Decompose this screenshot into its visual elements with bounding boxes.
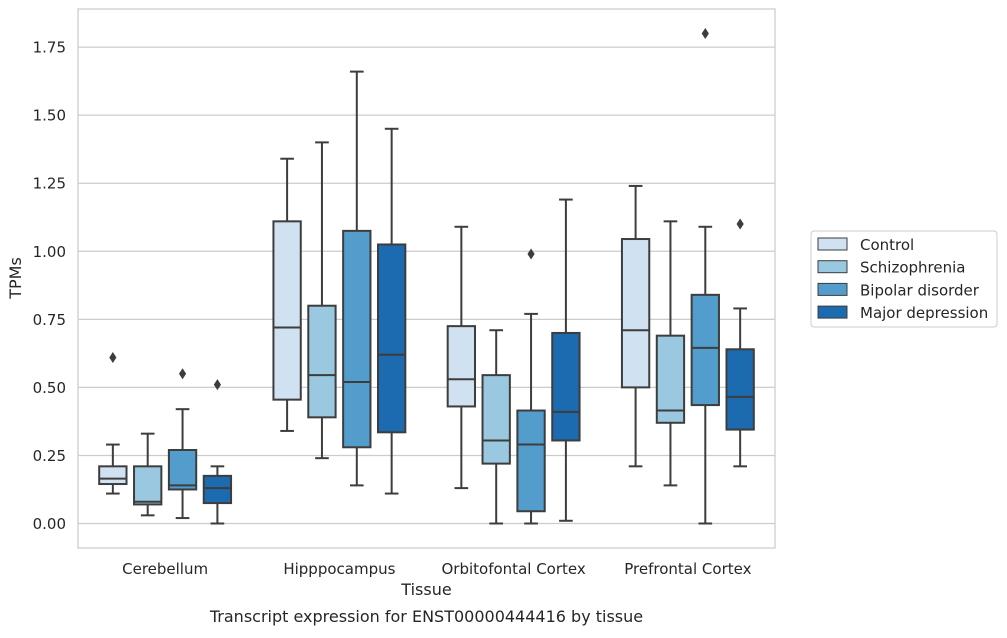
box-group xyxy=(551,198,581,522)
outlier-point xyxy=(213,379,221,391)
box xyxy=(690,293,720,407)
box xyxy=(376,243,407,434)
box-group xyxy=(202,379,233,525)
outlier-point xyxy=(527,248,535,260)
y-tick-label: 1.00 xyxy=(33,243,66,261)
y-tick-label: 0.75 xyxy=(33,311,66,329)
box-group xyxy=(725,218,755,468)
box xyxy=(481,374,511,465)
legend-label: Control xyxy=(860,236,914,254)
box-group xyxy=(272,157,302,432)
outlier-point xyxy=(178,368,187,380)
legend-swatch xyxy=(817,282,848,296)
legend-label: Major depression xyxy=(860,304,988,322)
box xyxy=(98,465,128,486)
outlier-point xyxy=(701,28,709,39)
legend: Control Schizophrenia Bipolar disorder Majo… xyxy=(810,230,998,328)
y-tick-label: 0.50 xyxy=(33,379,66,397)
x-tick-label: Orbitofontal Cortex xyxy=(442,560,586,578)
box-group xyxy=(376,127,407,495)
y-tick-label: 1.50 xyxy=(33,107,66,125)
box xyxy=(446,325,477,408)
box xyxy=(307,304,337,419)
x-tick-label: Cerebellum xyxy=(122,560,208,578)
legend-swatch xyxy=(817,260,848,274)
box-group xyxy=(342,70,372,487)
y-tick-label: 1.25 xyxy=(33,175,66,193)
box xyxy=(655,334,686,424)
x-tick-labels: Cerebellum Hipppocampus Orbitofontal Corte… xyxy=(122,560,751,578)
plot-frame xyxy=(77,8,776,549)
box xyxy=(620,238,651,389)
box-group xyxy=(690,28,720,525)
box xyxy=(516,409,546,513)
outlier-point xyxy=(736,218,744,230)
box xyxy=(342,229,372,449)
box xyxy=(272,220,302,401)
y-tick-label: 0.25 xyxy=(33,447,66,465)
box xyxy=(202,474,233,505)
legend-swatch xyxy=(817,237,848,251)
y-tick-labels: 0.00 0.25 0.50 0.75 1.00 1.25 1.50 1.75 xyxy=(33,39,66,533)
y-tick-label: 0.00 xyxy=(33,515,66,533)
x-axis-label: Tissue xyxy=(400,580,451,599)
legend-label: Schizophrenia xyxy=(860,259,965,277)
box-group xyxy=(307,141,337,460)
box xyxy=(133,465,163,506)
box-group xyxy=(446,225,477,490)
box xyxy=(167,449,198,491)
x-tick-label: Prefrontal Cortex xyxy=(624,560,751,578)
box-group xyxy=(516,248,546,525)
y-axis-label: TPMs xyxy=(6,257,25,300)
chart-caption: Transcript expression for ENST0000044441… xyxy=(209,607,643,626)
box-group xyxy=(167,368,198,520)
outlier-point xyxy=(109,351,117,363)
y-tick-label: 1.75 xyxy=(33,39,66,57)
box-group xyxy=(481,329,511,525)
box xyxy=(725,348,755,431)
box xyxy=(551,331,581,442)
legend-swatch xyxy=(817,305,848,319)
x-tick-label: Hipppocampus xyxy=(283,560,395,578)
box-group xyxy=(655,220,686,487)
box-group xyxy=(133,432,163,517)
box-group xyxy=(98,351,128,495)
boxes xyxy=(98,28,755,525)
legend-label: Bipolar disorder xyxy=(860,281,980,299)
box-group xyxy=(620,184,651,468)
legend-frame xyxy=(810,230,998,328)
